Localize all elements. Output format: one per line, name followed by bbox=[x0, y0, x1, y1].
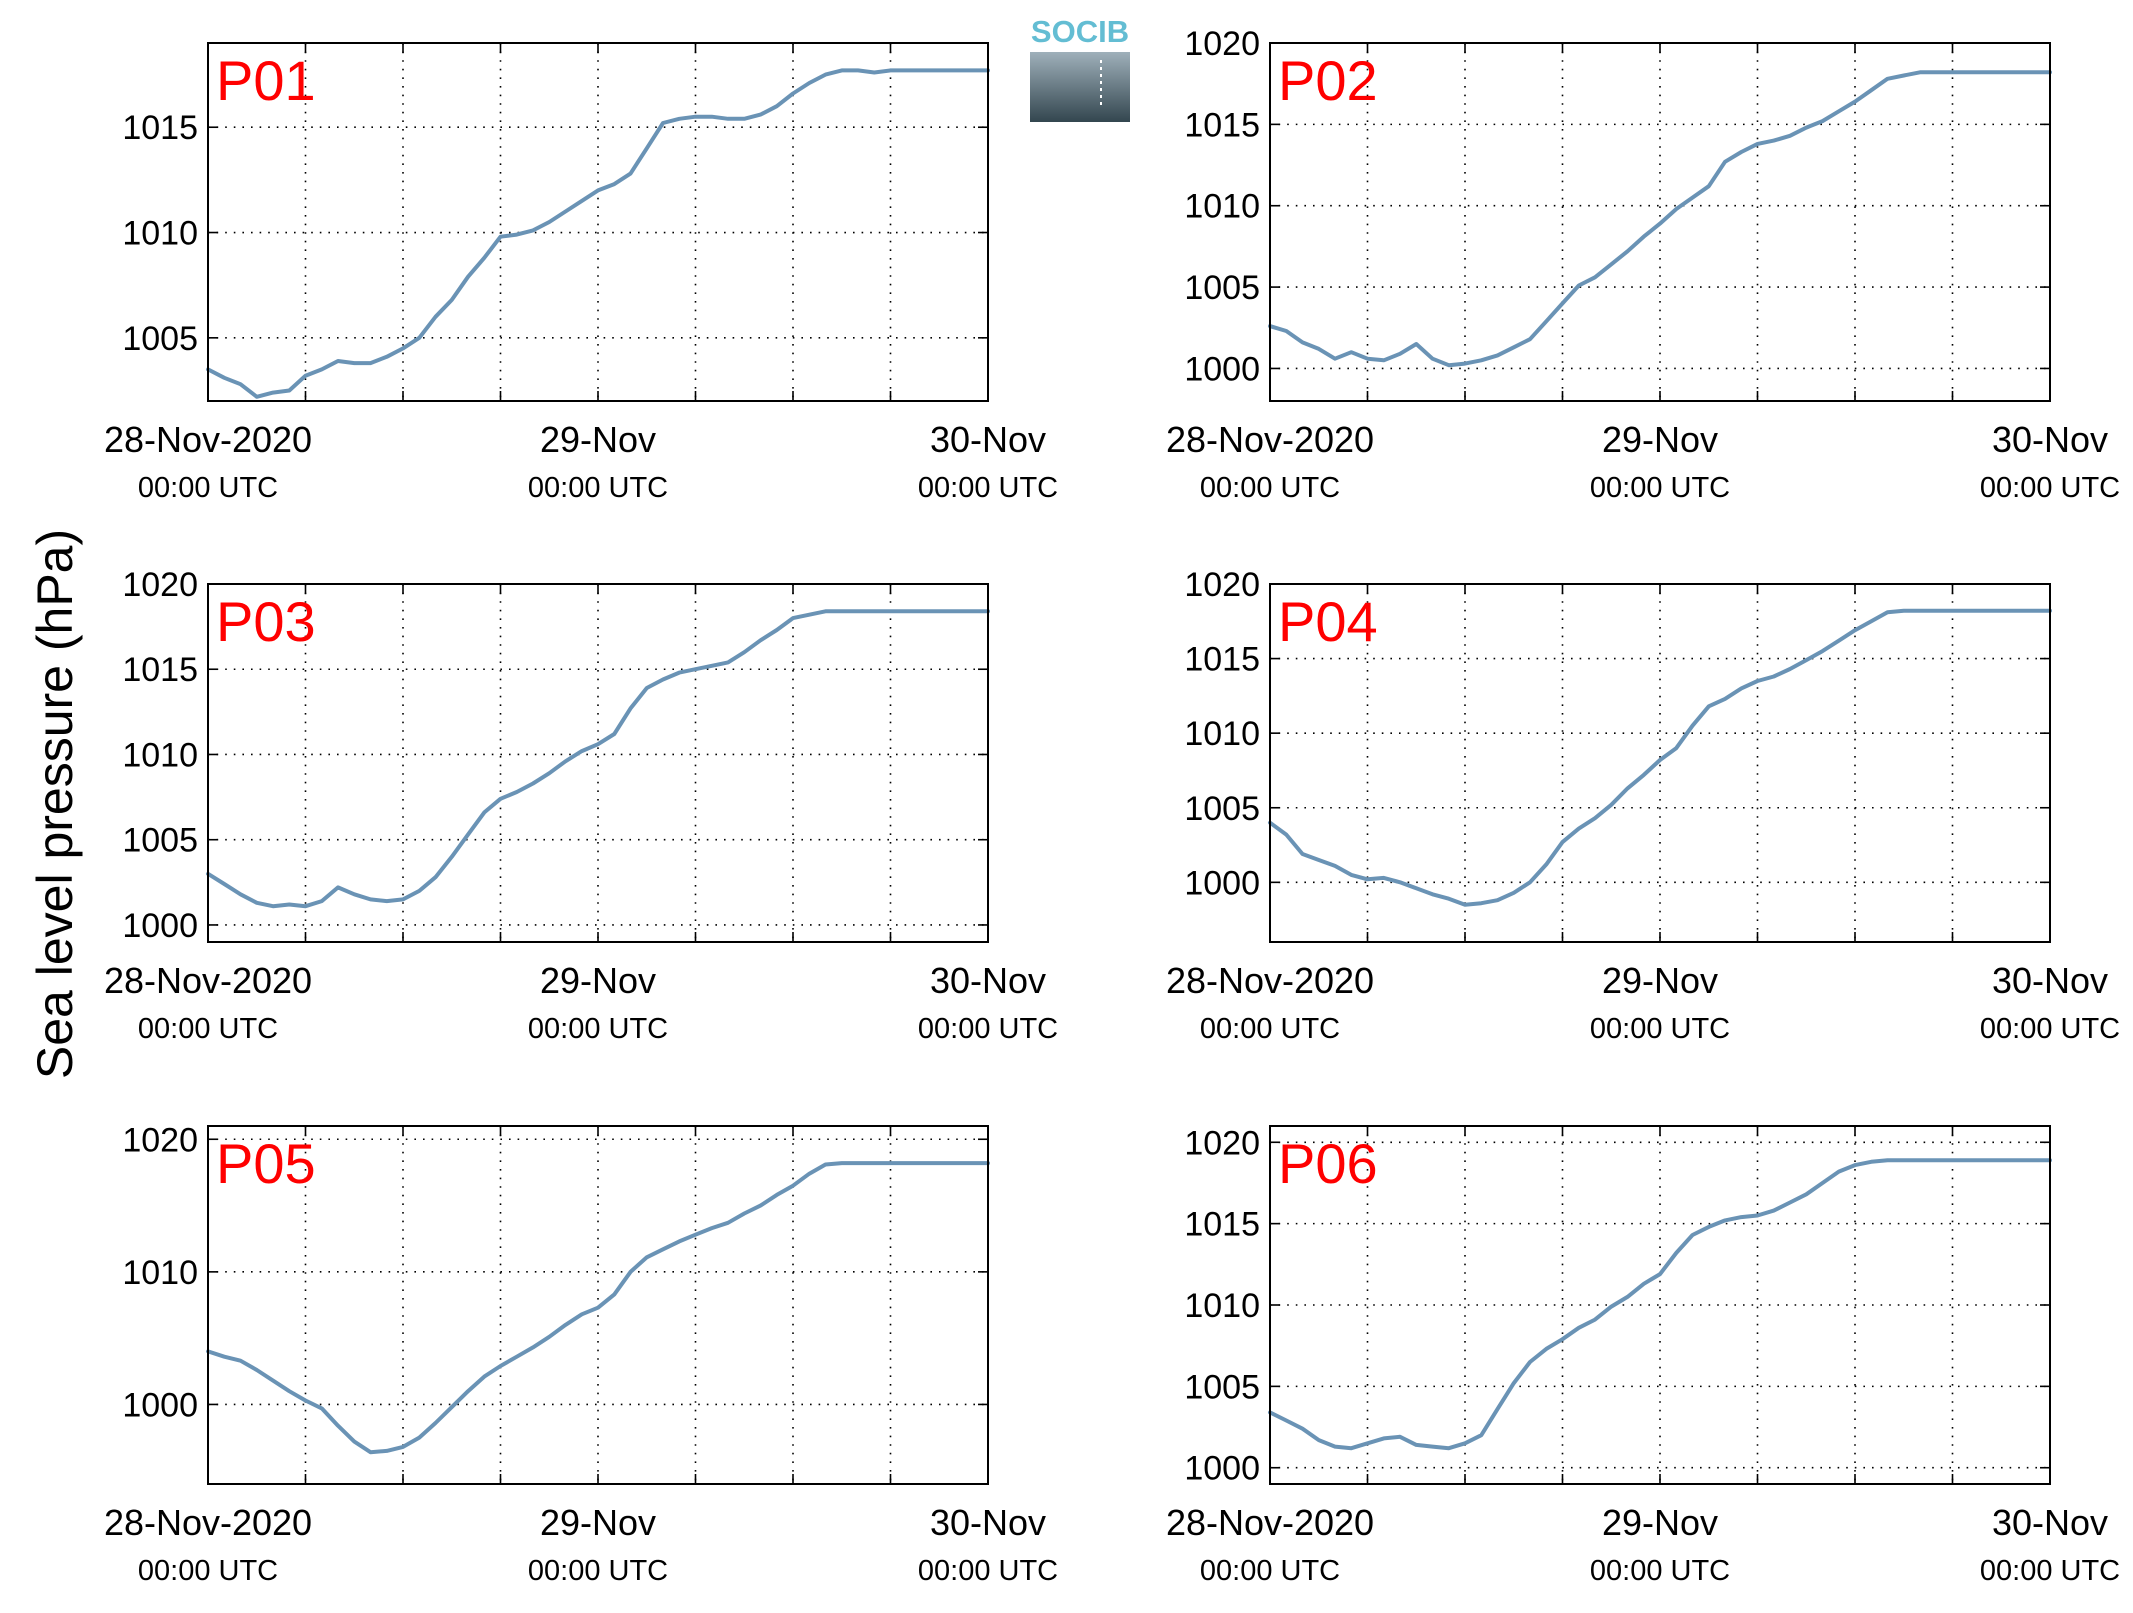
x-tick-label-date: 28-Nov-2020 bbox=[1166, 419, 1374, 460]
plot-frame bbox=[1269, 42, 2051, 402]
y-tick-label: 1010 bbox=[1184, 715, 1260, 753]
y-tick-label: 1005 bbox=[122, 822, 198, 860]
series-line bbox=[1268, 1158, 2052, 1451]
x-tick-label-date: 29-Nov bbox=[540, 960, 656, 1001]
plot-frame bbox=[207, 583, 989, 943]
panel-6: 1000 1005 1010 1015 1020 28-Nov-2020 00:00 UTC… bbox=[1166, 1124, 2120, 1587]
panel-3: 1000 1005 1010 1015 1020 28-Nov-2020 00:00 UTC… bbox=[104, 566, 1058, 1045]
x-tick-label-time: 00:00 UTC bbox=[528, 1555, 668, 1587]
y-tick-label: 1020 bbox=[122, 566, 198, 604]
panel-5: 1000 1010 1020 28-Nov-2020 00:00 UTC 29-Nov 00… bbox=[104, 1121, 1058, 1587]
y-tick-label: 1005 bbox=[1184, 269, 1260, 307]
x-tick-label-time: 00:00 UTC bbox=[918, 1013, 1058, 1045]
panel-label: P05 bbox=[216, 1132, 316, 1195]
x-tick-label-time: 00:00 UTC bbox=[1200, 1555, 1340, 1587]
y-tick-label: 1000 bbox=[122, 1386, 198, 1424]
x-tick-label-time: 00:00 UTC bbox=[1980, 1013, 2120, 1045]
series-line bbox=[1268, 608, 2052, 907]
x-tick-label-time: 00:00 UTC bbox=[1200, 472, 1340, 504]
plot-frame bbox=[1269, 583, 2051, 943]
plot-frame bbox=[207, 42, 989, 402]
y-tick-label: 1015 bbox=[1184, 1206, 1260, 1244]
panel-4: 1000 1005 1010 1015 1020 28-Nov-2020 00:00 UTC… bbox=[1166, 566, 2120, 1045]
y-tick-label: 1015 bbox=[122, 651, 198, 689]
y-tick-label: 1000 bbox=[122, 907, 198, 945]
x-tick-label-date: 29-Nov bbox=[540, 419, 656, 460]
y-tick-label: 1000 bbox=[1184, 1450, 1260, 1488]
series-line bbox=[206, 68, 990, 399]
x-tick-label-time: 00:00 UTC bbox=[1980, 472, 2120, 504]
x-tick-label-time: 00:00 UTC bbox=[528, 472, 668, 504]
panel-2: 1000 1005 1010 1015 1020 28-Nov-2020 00:00 UTC… bbox=[1166, 25, 2120, 504]
x-tick-label-time: 00:00 UTC bbox=[1590, 1555, 1730, 1587]
socib-logo-graphic bbox=[1030, 52, 1130, 122]
x-tick-label-time: 00:00 UTC bbox=[1980, 1555, 2120, 1587]
panel-label: P04 bbox=[1278, 590, 1378, 653]
x-tick-label-time: 00:00 UTC bbox=[138, 1555, 278, 1587]
x-tick-label-date: 29-Nov bbox=[1602, 419, 1718, 460]
x-tick-label-date: 28-Nov-2020 bbox=[104, 960, 312, 1001]
x-tick-label-time: 00:00 UTC bbox=[138, 1013, 278, 1045]
series-line bbox=[206, 609, 990, 909]
x-tick-label-date: 28-Nov-2020 bbox=[1166, 1502, 1374, 1543]
socib-logo: SOCIB bbox=[1030, 14, 1130, 122]
x-tick-label-date: 29-Nov bbox=[1602, 1502, 1718, 1543]
plot-frame bbox=[1269, 1125, 2051, 1485]
y-tick-label: 1020 bbox=[1184, 566, 1260, 604]
y-tick-label: 1020 bbox=[122, 1121, 198, 1159]
y-tick-label: 1005 bbox=[122, 320, 198, 358]
panel-label: P01 bbox=[216, 49, 316, 112]
y-tick-label: 1010 bbox=[1184, 1287, 1260, 1325]
x-tick-label-time: 00:00 UTC bbox=[528, 1013, 668, 1045]
y-tick-label: 1010 bbox=[122, 736, 198, 774]
y-tick-label: 1000 bbox=[1184, 864, 1260, 902]
y-tick-label: 1000 bbox=[1184, 350, 1260, 388]
y-tick-label: 1005 bbox=[1184, 1368, 1260, 1406]
y-tick-label: 1010 bbox=[122, 1254, 198, 1292]
x-tick-label-date: 30-Nov bbox=[930, 1502, 1046, 1543]
panels: 1005 1010 1015 28-Nov-2020 00:00 UTC 29-Nov 00… bbox=[104, 25, 2120, 1587]
plot-frame bbox=[207, 1125, 989, 1485]
y-tick-label: 1020 bbox=[1184, 1124, 1260, 1162]
y-tick-label: 1010 bbox=[122, 215, 198, 253]
x-tick-label-time: 00:00 UTC bbox=[138, 472, 278, 504]
x-tick-label-time: 00:00 UTC bbox=[1590, 472, 1730, 504]
y-tick-label: 1020 bbox=[1184, 25, 1260, 63]
y-tick-label: 1015 bbox=[122, 109, 198, 147]
series-line bbox=[1268, 70, 2052, 368]
x-tick-label-date: 28-Nov-2020 bbox=[1166, 960, 1374, 1001]
x-tick-label-date: 30-Nov bbox=[1992, 1502, 2108, 1543]
y-tick-label: 1010 bbox=[1184, 188, 1260, 226]
panel-1: 1005 1010 1015 28-Nov-2020 00:00 UTC 29-Nov 00… bbox=[104, 42, 1058, 504]
panel-label: P02 bbox=[1278, 49, 1378, 112]
y-tick-label: 1015 bbox=[1184, 106, 1260, 144]
x-tick-label-date: 30-Nov bbox=[1992, 960, 2108, 1001]
x-tick-label-date: 29-Nov bbox=[540, 1502, 656, 1543]
x-tick-label-date: 30-Nov bbox=[930, 419, 1046, 460]
x-tick-label-date: 30-Nov bbox=[1992, 419, 2108, 460]
panel-label: P03 bbox=[216, 590, 316, 653]
x-tick-label-time: 00:00 UTC bbox=[918, 472, 1058, 504]
x-tick-label-date: 28-Nov-2020 bbox=[104, 1502, 312, 1543]
y-tick-label: 1005 bbox=[1184, 790, 1260, 828]
panel-label: P06 bbox=[1278, 1132, 1378, 1195]
x-tick-label-time: 00:00 UTC bbox=[1590, 1013, 1730, 1045]
x-tick-label-time: 00:00 UTC bbox=[918, 1555, 1058, 1587]
x-tick-label-date: 29-Nov bbox=[1602, 960, 1718, 1001]
x-tick-label-time: 00:00 UTC bbox=[1200, 1013, 1340, 1045]
y-tick-label: 1015 bbox=[1184, 641, 1260, 679]
y-axis-label: Sea level pressure (hPa) bbox=[27, 529, 83, 1079]
x-tick-label-date: 30-Nov bbox=[930, 960, 1046, 1001]
series-line bbox=[206, 1161, 990, 1455]
x-tick-label-date: 28-Nov-2020 bbox=[104, 419, 312, 460]
socib-logo-text: SOCIB bbox=[1031, 14, 1129, 49]
